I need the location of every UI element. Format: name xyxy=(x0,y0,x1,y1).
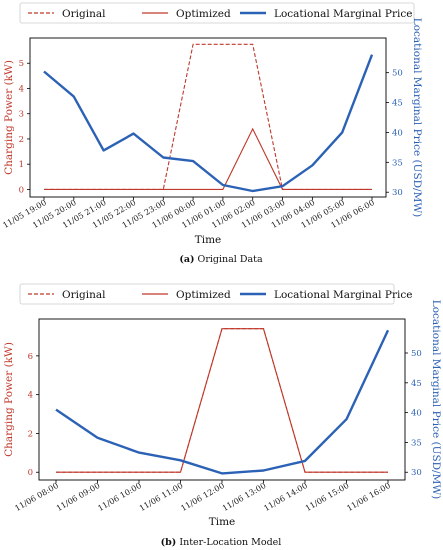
x-tick-label: 11/06 12:00 xyxy=(179,481,226,513)
y-left-tick-label: 4 xyxy=(28,391,33,401)
y-right-tick-label: 40 xyxy=(392,128,403,138)
x-axis-title: Time xyxy=(195,234,222,246)
legend-label-original: Original xyxy=(62,8,106,20)
legend-label-original: Original xyxy=(62,289,106,301)
caption-text: Inter-Location Model xyxy=(176,537,281,548)
y-left-tick-label: 1 xyxy=(19,160,24,170)
legend-label-optimized: Optimized xyxy=(176,8,231,20)
legend-frame xyxy=(19,2,415,24)
caption-text: Original Data xyxy=(195,254,263,265)
y-left-tick-label: 5 xyxy=(19,59,24,69)
series-line-original xyxy=(56,328,388,473)
x-tick-label: 11/06 15:00 xyxy=(304,481,351,513)
legend: Original Optimized Locational Marginal Pri… xyxy=(19,283,412,305)
y-left-tick-label: 0 xyxy=(28,468,33,478)
figure-caption: (b) Inter-Location Model xyxy=(161,537,282,548)
y-left-axis-title: Charging Power (kW) xyxy=(3,342,15,457)
y-right-axis-title: Locational Marginal Price (USD/MW) xyxy=(411,18,423,218)
x-tick-label: 11/06 11:00 xyxy=(138,481,185,513)
y-right-tick-label: 30 xyxy=(411,468,422,478)
x-tick-label: 11/06 13:00 xyxy=(221,481,268,513)
y-left-tick-label: 6 xyxy=(28,352,33,362)
series-line-lmp xyxy=(55,329,390,475)
plot-frame xyxy=(29,37,387,198)
caption-label: (b) xyxy=(161,537,177,548)
caption-label: (a) xyxy=(179,254,194,265)
y-left-tick-label: 2 xyxy=(19,135,24,145)
y-right-tick-label: 50 xyxy=(392,69,403,79)
y-right-tick-label: 30 xyxy=(392,188,403,198)
y-left-tick-label: 2 xyxy=(28,429,33,439)
y-left-tick-label: 3 xyxy=(19,110,24,120)
x-tick-label: 11/06 14:00 xyxy=(262,481,309,513)
chart-panel-a: Original Optimized Locational Marginal Pri… xyxy=(1,2,423,265)
series-line-optimized xyxy=(44,127,372,190)
y-right-tick-label: 35 xyxy=(392,158,403,168)
plot-frame xyxy=(38,318,406,481)
y-left-tick-label: 0 xyxy=(19,185,24,195)
x-tick-label: 11/06 09:00 xyxy=(55,481,102,513)
y-right-tick-label: 40 xyxy=(411,409,422,419)
x-tick-label: 11/06 16:00 xyxy=(345,481,392,513)
y-right-tick-label: 35 xyxy=(411,438,422,448)
y-left-axis-title: Charging Power (kW) xyxy=(3,60,15,175)
legend-label-optimized: Optimized xyxy=(176,289,231,301)
series-line-optimized xyxy=(56,328,388,473)
legend: Original Optimized Locational Marginal Pri… xyxy=(19,2,415,24)
legend-label-lmp: Locational Marginal Price xyxy=(274,8,412,20)
y-right-axis-title: Locational Marginal Price (USD/MW) xyxy=(430,300,442,500)
figure-caption: (a) Original Data xyxy=(179,254,263,265)
x-axis-title: Time xyxy=(209,516,236,528)
legend-label-lmp: Locational Marginal Price xyxy=(274,289,412,301)
x-tick-label: 11/06 08:00 xyxy=(13,481,60,513)
series-line-lmp xyxy=(43,54,374,193)
y-right-tick-label: 50 xyxy=(411,349,422,359)
series-line-original xyxy=(44,43,372,190)
y-left-tick-label: 4 xyxy=(19,84,24,94)
x-tick-label: 11/06 10:00 xyxy=(96,481,143,513)
y-right-tick-label: 45 xyxy=(392,99,403,109)
y-right-tick-label: 45 xyxy=(411,379,422,389)
legend-frame xyxy=(19,283,395,305)
chart-panel-b: Original Optimized Locational Marginal Pri… xyxy=(3,283,442,548)
